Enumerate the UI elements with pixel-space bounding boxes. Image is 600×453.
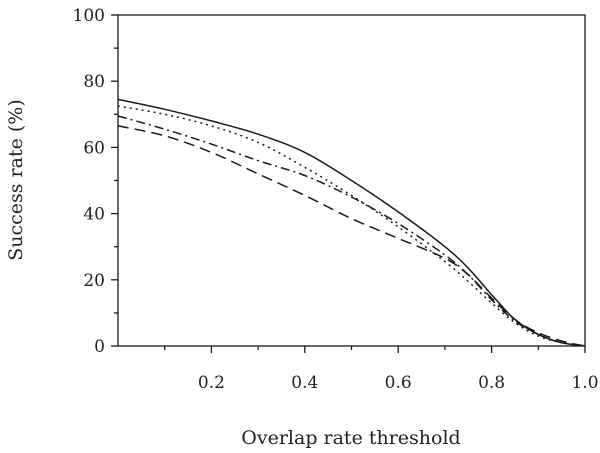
x-axis-ticks: 0.2 0.4 0.6 0.8 1.0 [164,346,599,393]
series-line-solid [117,98,586,347]
series-line-dashed [117,125,586,347]
y-tick-label: 20 [83,271,105,291]
x-axis-label: Overlap rate threshold [241,427,460,449]
series-group [117,98,586,347]
series-line-dash-dot [117,115,586,347]
y-tick-label: 60 [83,138,105,158]
x-tick-label: 0.6 [385,373,412,393]
y-tick-label: 80 [83,72,105,92]
x-tick-label: 0.8 [478,373,505,393]
series-line-dotted [117,105,586,347]
y-axis-label: Success rate (%) [5,99,27,261]
x-tick-label: 0.2 [198,373,225,393]
y-tick-label: 0 [94,337,105,357]
y-tick-label: 40 [83,205,105,225]
x-tick-label: 1.0 [571,373,598,393]
x-tick-label: 0.4 [291,373,318,393]
y-axis-ticks: 0 20 40 60 80 100 [73,6,118,357]
y-tick-label: 100 [73,6,105,26]
